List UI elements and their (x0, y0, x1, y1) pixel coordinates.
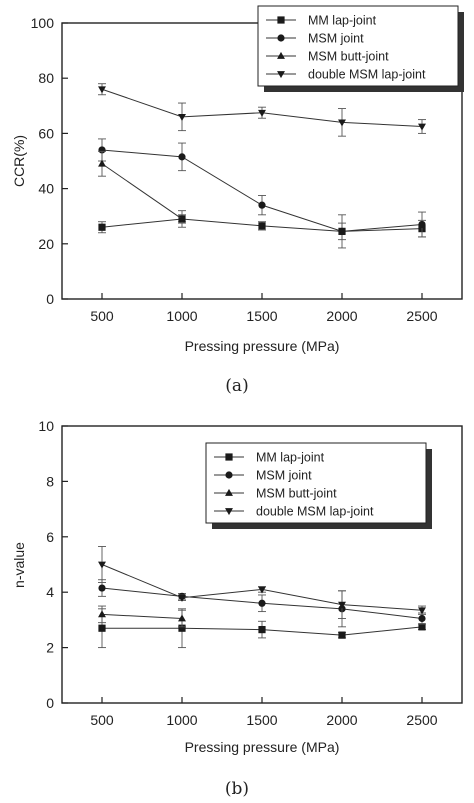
data-point-double-msm-lap-joint (178, 113, 186, 121)
legend-label-double-msm-lap-joint: double MSM lap-joint (256, 505, 374, 519)
y-tick-label: 100 (31, 15, 55, 31)
y-tick-label: 20 (38, 236, 54, 252)
series-line-msm-butt-joint (101, 163, 183, 220)
data-point-mm-lap-joint (98, 223, 106, 231)
data-point-msm-butt-joint (98, 159, 106, 167)
data-point-msm-butt-joint (98, 610, 106, 618)
data-point-mm-lap-joint (258, 222, 266, 230)
axis-ticks-b: 500 1000 1500 2000 2500 0 2 4 6 8 10 (38, 418, 437, 728)
legend-label-msm-joint: MSM joint (256, 469, 312, 483)
data-point-double-msm-lap-joint (178, 594, 186, 602)
data-point-mm-lap-joint (258, 625, 266, 634)
legend-marker-mm-lap-joint (277, 16, 285, 24)
y-axis-label-b: n-value (11, 542, 27, 588)
legend-label-mm-lap-joint: MM lap-joint (308, 14, 377, 28)
legend-b: MM lap-joint MSM joint MSM butt-joint doubl… (205, 442, 432, 529)
legend-entries-a: MM lap-joint MSM joint MSM butt-joint doubl… (266, 14, 426, 82)
y-tick-label: 10 (38, 418, 54, 434)
legend-entries-b: MM lap-joint MSM joint MSM butt-joint doubl… (214, 451, 374, 519)
legend-label-msm-butt-joint: MSM butt-joint (256, 487, 337, 501)
data-point-msm-butt-joint (178, 214, 186, 222)
y-tick-label: 40 (38, 181, 54, 197)
y-tick-label: 6 (46, 529, 54, 545)
y-tick-label: 80 (38, 70, 54, 86)
series-group-b (98, 546, 426, 649)
data-point-msm-joint (258, 201, 266, 209)
chart-panel-a: 500 1000 1500 2000 2500 0 20 40 60 80 100 Pressing… (11, 5, 464, 396)
legend-label-mm-lap-joint: MM lap-joint (256, 451, 325, 465)
legend-marker-msm-butt-joint (225, 488, 233, 496)
legend-marker-double-msm-lap-joint (225, 508, 233, 516)
y-tick-label: 8 (46, 473, 54, 489)
y-axis-label-a: CCR(%) (11, 135, 27, 187)
y-tick-label: 2 (46, 640, 54, 656)
data-point-double-msm-lap-joint (418, 607, 426, 615)
x-tick-label: 1500 (246, 712, 277, 728)
data-point-msm-joint (98, 584, 106, 592)
legend-a: MM lap-joint MSM joint MSM butt-joint doubl… (257, 5, 464, 92)
y-tick-label: 0 (46, 291, 54, 307)
legend-box-a (257, 5, 459, 87)
legend-box-b (205, 442, 427, 524)
chart-panel-b: 500 1000 1500 2000 2500 0 2 4 6 8 10 Pressing pres… (11, 418, 463, 799)
series-group-a (98, 83, 426, 249)
y-tick-label: 4 (46, 584, 54, 600)
x-tick-label: 2000 (326, 308, 357, 324)
series-line-msm-joint (101, 149, 423, 232)
legend-label-msm-joint: MSM joint (308, 32, 364, 46)
y-tick-label: 0 (46, 695, 54, 711)
x-axis-label-b: Pressing pressure (MPa) (185, 739, 340, 755)
x-tick-label: 2500 (406, 308, 437, 324)
data-point-double-msm-lap-joint (338, 119, 346, 127)
data-point-double-msm-lap-joint (98, 561, 106, 569)
data-point-mm-lap-joint (178, 624, 186, 632)
legend-marker-msm-butt-joint (277, 51, 285, 59)
x-tick-label: 1000 (166, 712, 197, 728)
legend-marker-msm-joint (225, 471, 233, 479)
legend-marker-msm-joint (277, 34, 285, 42)
x-tick-label: 2500 (406, 712, 437, 728)
data-point-msm-joint (338, 227, 346, 235)
data-point-double-msm-lap-joint (258, 109, 266, 117)
legend-label-double-msm-lap-joint: double MSM lap-joint (308, 68, 426, 82)
axis-ticks-a: 500 1000 1500 2000 2500 0 20 40 60 80 100 (31, 15, 438, 324)
data-point-msm-joint (258, 599, 266, 607)
data-point-mm-lap-joint (418, 623, 426, 631)
series-line-msm-butt-joint (101, 613, 183, 620)
x-tick-label: 1500 (246, 308, 277, 324)
panel-caption-b: (b) (225, 779, 249, 799)
data-point-double-msm-lap-joint (418, 123, 426, 131)
legend-marker-mm-lap-joint (225, 453, 233, 461)
legend-label-msm-butt-joint: MSM butt-joint (308, 50, 389, 64)
x-axis-label-a: Pressing pressure (MPa) (185, 338, 340, 354)
data-point-double-msm-lap-joint (98, 86, 106, 94)
panel-caption-a: (a) (225, 376, 248, 396)
data-point-msm-joint (418, 614, 426, 623)
data-point-msm-butt-joint (178, 614, 186, 622)
data-point-msm-joint (178, 153, 186, 161)
x-tick-label: 500 (90, 712, 114, 728)
data-point-mm-lap-joint (338, 631, 346, 639)
x-tick-label: 2000 (326, 712, 357, 728)
x-tick-label: 500 (90, 308, 114, 324)
data-point-double-msm-lap-joint (258, 586, 266, 594)
y-tick-label: 60 (38, 125, 54, 141)
data-point-double-msm-lap-joint (338, 601, 346, 609)
legend-marker-double-msm-lap-joint (277, 71, 285, 79)
data-point-msm-joint (418, 220, 426, 229)
x-tick-label: 1000 (166, 308, 197, 324)
data-point-mm-lap-joint (98, 624, 106, 632)
